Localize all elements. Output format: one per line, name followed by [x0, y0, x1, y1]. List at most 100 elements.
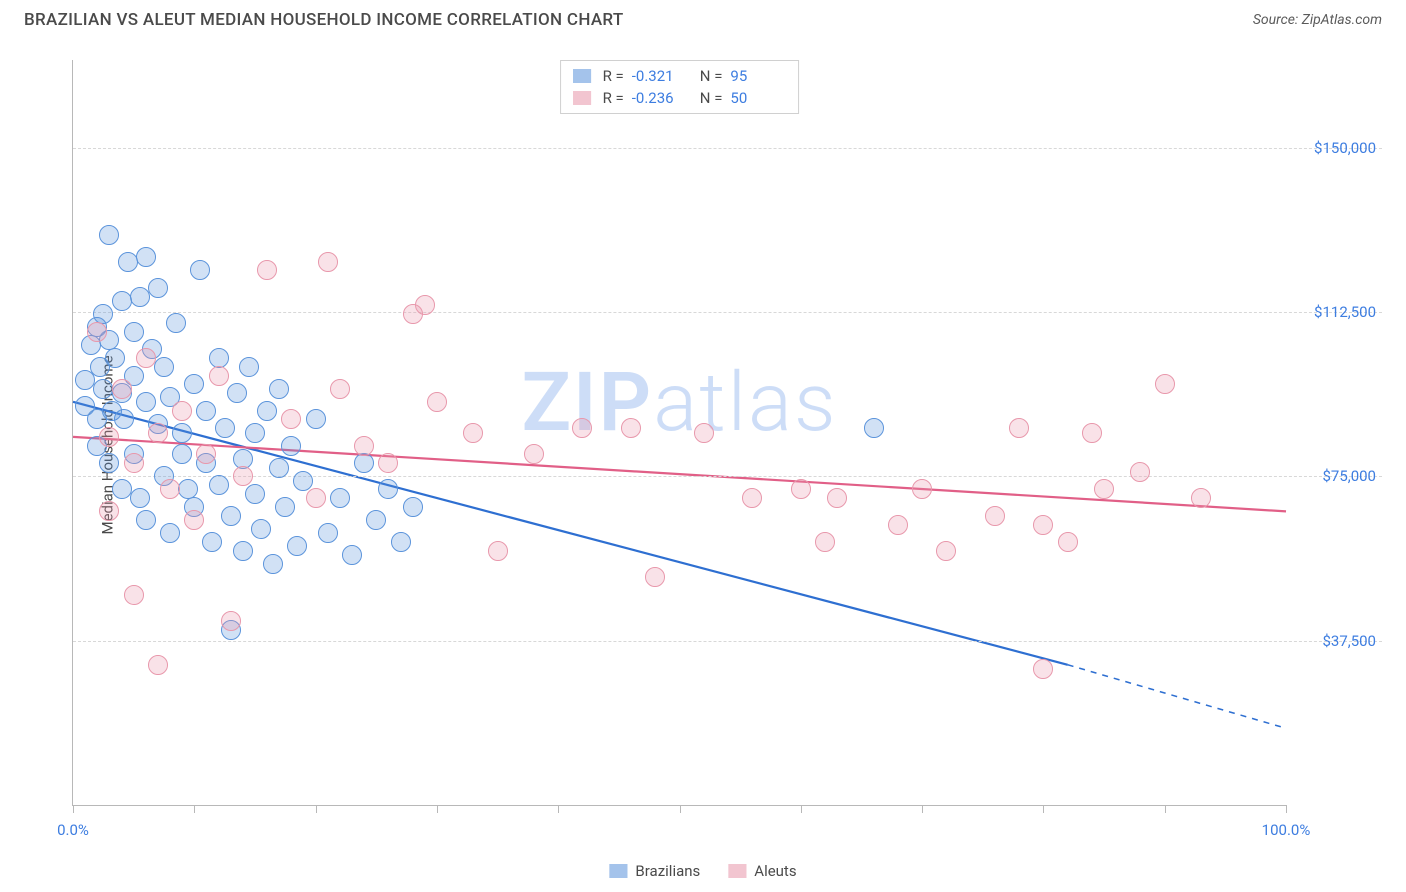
data-point	[1033, 659, 1053, 679]
correlation-row-aleuts: R = -0.236 N = 50	[573, 87, 787, 109]
data-point	[160, 479, 180, 499]
x-tick	[194, 805, 195, 813]
data-point	[269, 458, 289, 478]
data-point	[112, 479, 132, 499]
data-point	[221, 506, 241, 526]
data-point	[209, 366, 229, 386]
data-point	[378, 479, 398, 499]
data-point	[1009, 418, 1029, 438]
data-point	[190, 260, 210, 280]
data-point	[257, 401, 277, 421]
data-point	[318, 523, 338, 543]
data-point	[330, 488, 350, 508]
data-point	[488, 541, 508, 561]
data-point	[160, 523, 180, 543]
data-point	[196, 401, 216, 421]
data-point	[888, 515, 908, 535]
x-tick	[922, 805, 923, 813]
data-point	[621, 418, 641, 438]
data-point	[148, 423, 168, 443]
n-label: N =	[700, 89, 723, 107]
x-tick	[1286, 805, 1287, 813]
chart-header: BRAZILIAN VS ALEUT MEDIAN HOUSEHOLD INCO…	[0, 0, 1406, 36]
data-point	[281, 436, 301, 456]
data-point	[281, 409, 301, 429]
data-point	[136, 510, 156, 530]
x-tick	[680, 805, 681, 813]
x-tick-label: 0.0%	[57, 821, 89, 839]
data-point	[293, 471, 313, 491]
data-point	[166, 313, 186, 333]
data-point	[245, 484, 265, 504]
data-point	[524, 444, 544, 464]
y-tick-label: $150,000	[1314, 139, 1376, 157]
data-point	[275, 497, 295, 517]
data-point	[124, 585, 144, 605]
data-point	[172, 401, 192, 421]
data-point	[391, 532, 411, 552]
data-point	[99, 453, 119, 473]
data-point	[172, 444, 192, 464]
data-point	[791, 479, 811, 499]
data-point	[1191, 488, 1211, 508]
plot-area: ZIPatlas R = -0.321 N = 95 R = -0.236 N …	[72, 60, 1286, 806]
data-point	[694, 423, 714, 443]
data-point	[136, 247, 156, 267]
data-point	[239, 357, 259, 377]
data-point	[209, 475, 229, 495]
data-point	[742, 488, 762, 508]
data-point	[354, 436, 374, 456]
x-tick	[558, 805, 559, 813]
data-point	[136, 348, 156, 368]
source-label: Source: ZipAtlas.com	[1253, 12, 1382, 28]
x-tick	[316, 805, 317, 813]
data-point	[148, 655, 168, 675]
data-point	[864, 418, 884, 438]
data-point	[330, 379, 350, 399]
data-point	[827, 488, 847, 508]
n-label: N =	[700, 67, 723, 85]
data-point	[403, 497, 423, 517]
data-point	[318, 252, 338, 272]
data-point	[1082, 423, 1102, 443]
r-value-brazilians: -0.321	[632, 67, 688, 85]
data-point	[118, 252, 138, 272]
brazilians-swatch	[573, 69, 591, 83]
data-point	[342, 545, 362, 565]
data-point	[221, 611, 241, 631]
data-point	[306, 488, 326, 508]
data-point	[257, 260, 277, 280]
data-point	[196, 444, 216, 464]
legend-label: Aleuts	[754, 862, 796, 880]
gridline	[73, 148, 1382, 149]
correlation-legend: R = -0.321 N = 95 R = -0.236 N = 50	[560, 60, 800, 114]
data-point	[366, 510, 386, 530]
data-point	[184, 374, 204, 394]
data-point	[105, 348, 125, 368]
data-point	[427, 392, 447, 412]
legend-item-brazilians: Brazilians	[609, 862, 700, 880]
x-tick	[1165, 805, 1166, 813]
data-point	[1094, 479, 1114, 499]
data-point	[124, 322, 144, 342]
gridline	[73, 641, 1382, 642]
data-point	[184, 510, 204, 530]
x-tick	[73, 805, 74, 813]
data-point	[263, 554, 283, 574]
data-point	[306, 409, 326, 429]
data-point	[130, 488, 150, 508]
chart-container: Median Household Income ZIPatlas R = -0.…	[24, 48, 1382, 842]
x-tick	[437, 805, 438, 813]
data-point	[130, 287, 150, 307]
data-point	[415, 295, 435, 315]
data-point	[251, 519, 271, 539]
data-point	[202, 532, 222, 552]
data-point	[99, 501, 119, 521]
correlation-row-brazilians: R = -0.321 N = 95	[573, 65, 787, 87]
data-point	[463, 423, 483, 443]
data-point	[912, 479, 932, 499]
n-value-aleuts: 50	[730, 89, 786, 107]
data-point	[985, 506, 1005, 526]
data-point	[1033, 515, 1053, 535]
data-point	[93, 379, 113, 399]
